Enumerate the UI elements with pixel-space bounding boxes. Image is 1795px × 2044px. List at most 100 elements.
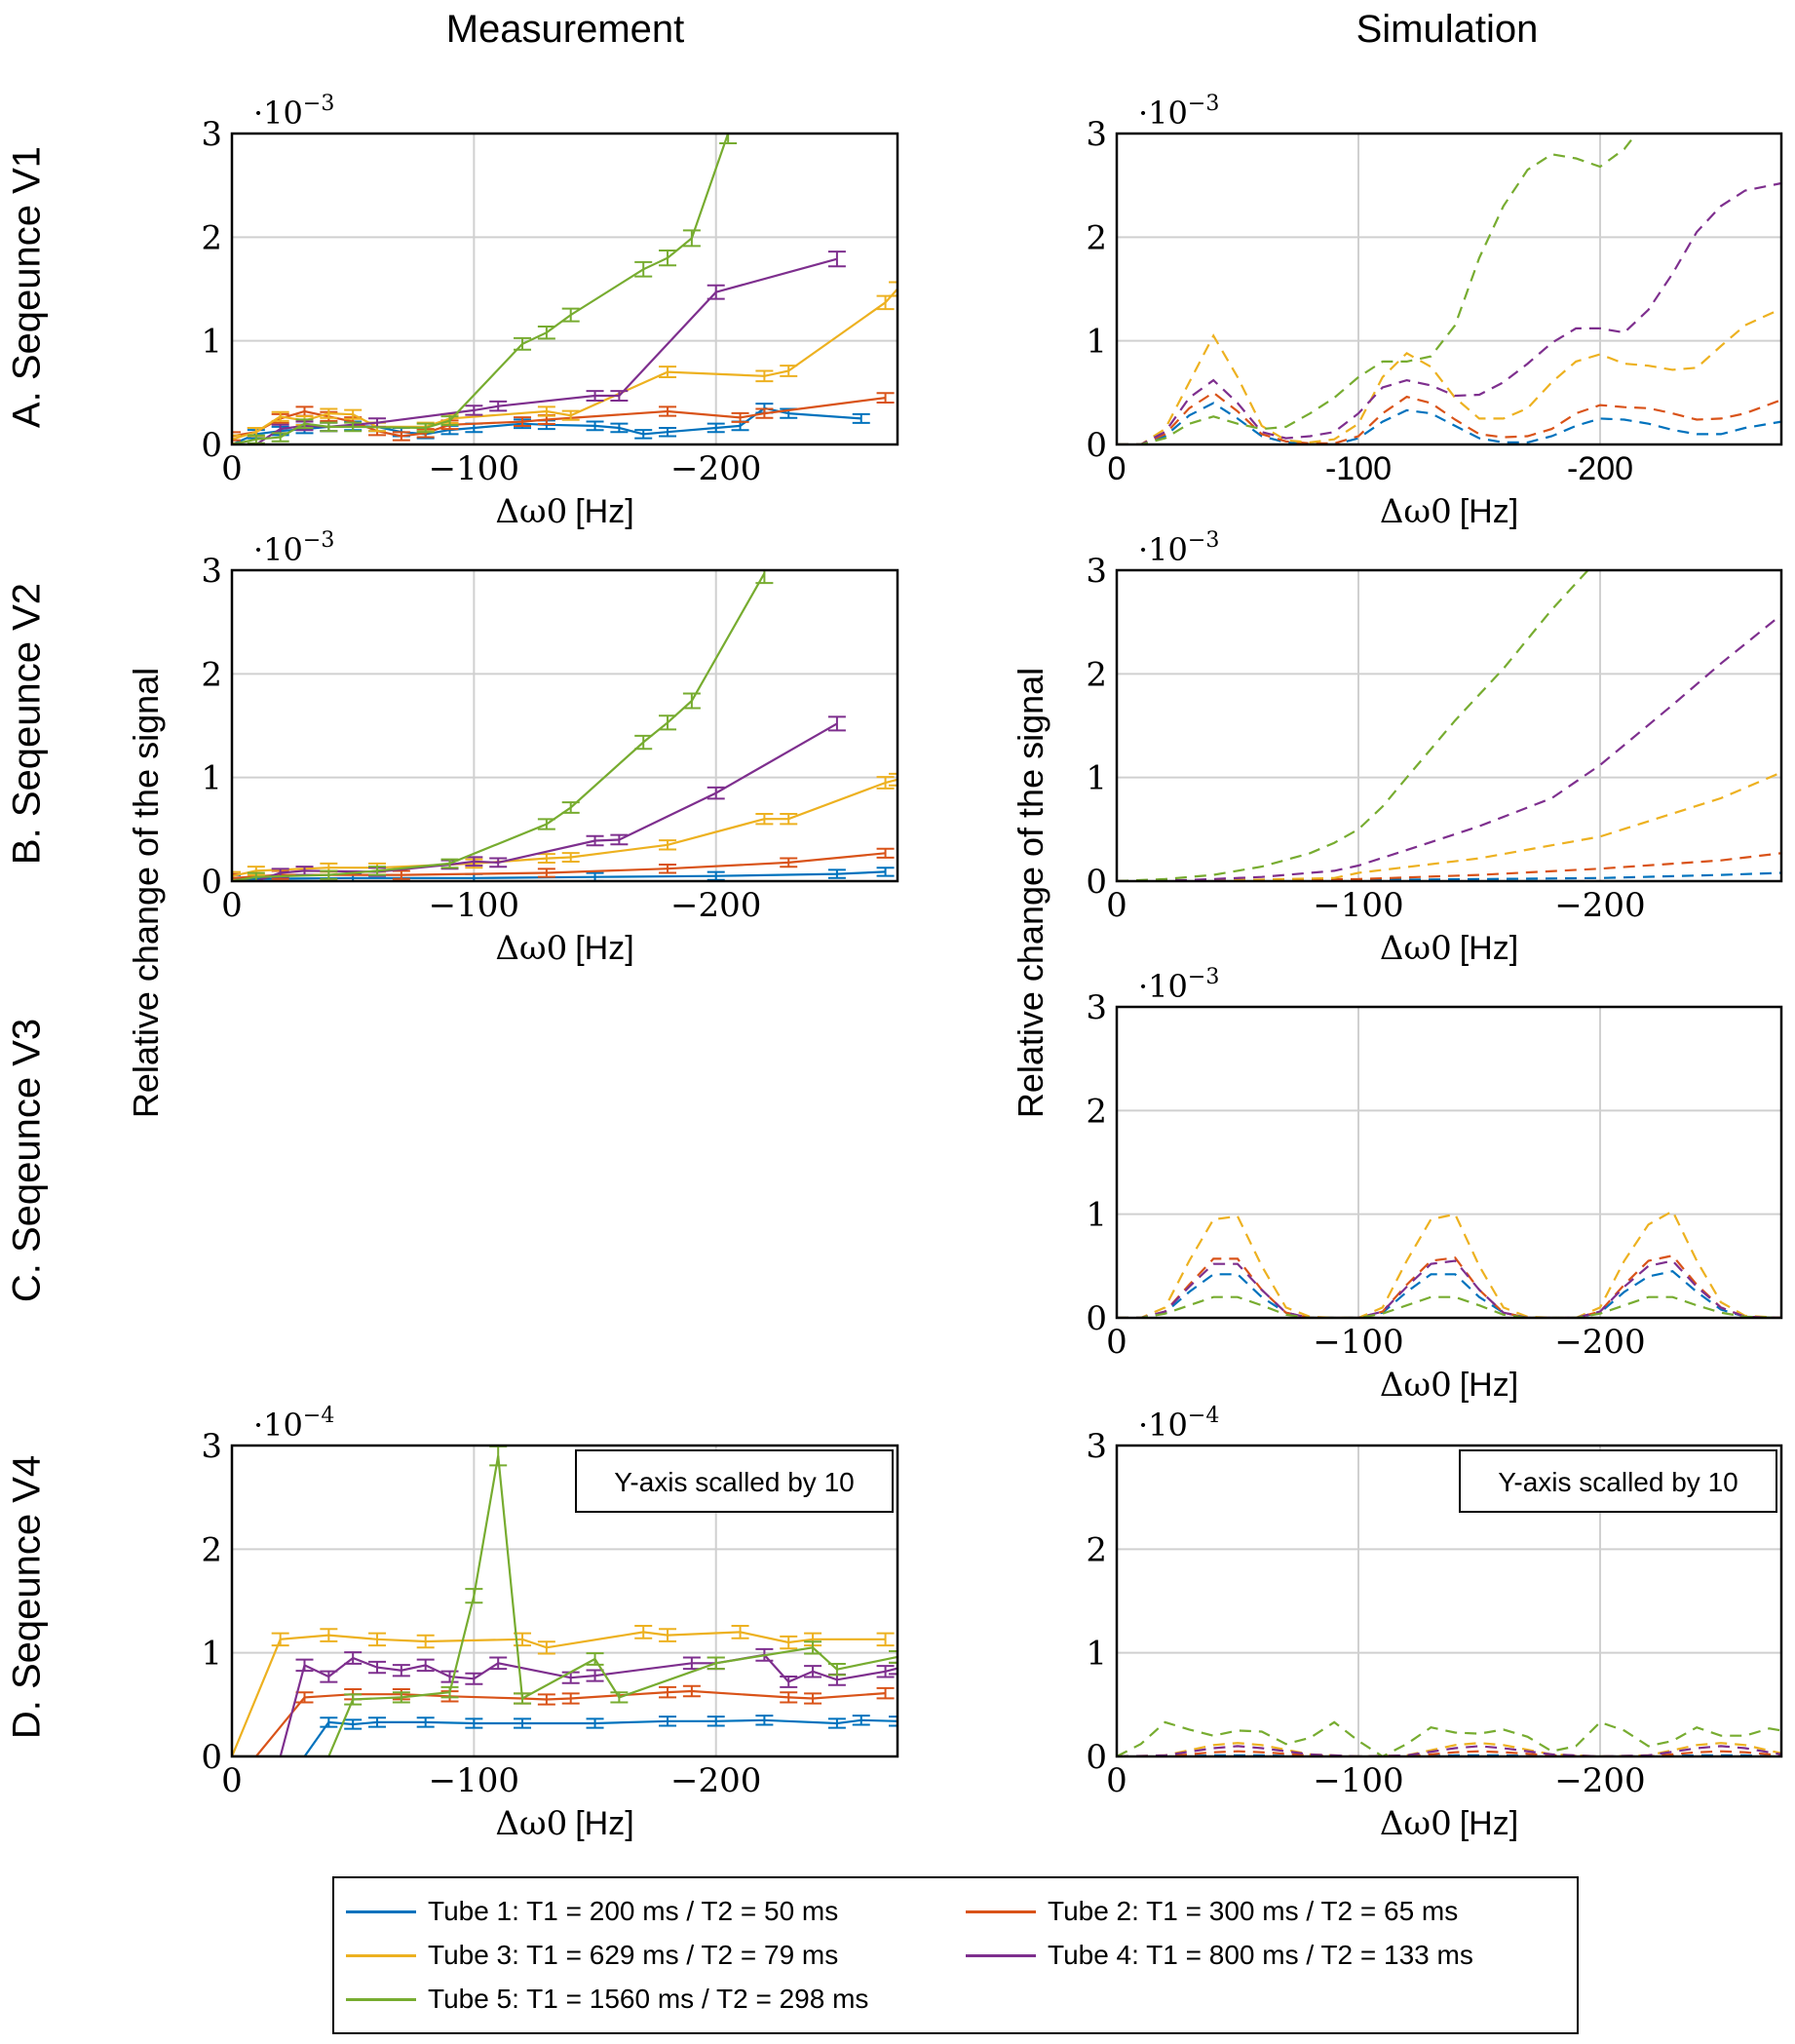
- series-line-tube-1: [232, 406, 861, 444]
- y-tick-label: 2: [201, 1530, 222, 1569]
- series-line-tube-3: [1117, 307, 1781, 444]
- legend-label-tube-1: Tube 1: T1 = 200 ms / T2 = 50 ms: [428, 1896, 839, 1926]
- y-tick-label: 2: [1086, 1092, 1107, 1131]
- x-axis-unit: [Hz]: [1460, 493, 1518, 530]
- x-tick-label: 0: [221, 1761, 243, 1800]
- legend: Tube 1: T1 = 200 ms / T2 = 50 ms Tube 2:…: [332, 1876, 1579, 2034]
- x-axis-label: Δω0 [Hz]: [1380, 1804, 1518, 1843]
- x-tick-label: −100: [429, 1761, 519, 1800]
- x-tick-label: −200: [1554, 1761, 1645, 1800]
- series-line-tube-3: [232, 778, 898, 877]
- plot-frame: [1115, 1444, 1783, 1758]
- y-tick-label: 0: [1086, 1738, 1107, 1777]
- y-tick-label: 1: [201, 1635, 222, 1674]
- x-tick-label: −200: [670, 1761, 761, 1800]
- series-group: [1117, 134, 1781, 444]
- panel-C-simulation: 0 1 2 3 0 −100 −200 ·10−3 Δω0 [Hz]: [1086, 965, 1783, 1405]
- x-tick-label: -200: [1567, 450, 1633, 487]
- x-axis-label: Δω0 [Hz]: [495, 1804, 633, 1843]
- series-line-tube-5: [232, 134, 730, 444]
- series-line-tube-4: [1117, 1745, 1781, 1756]
- series-group: [1117, 1209, 1781, 1318]
- series-line-tube-2: [1117, 1253, 1781, 1318]
- series-line-tube-2: [1117, 391, 1781, 444]
- x-axis-label: Δω0 [Hz]: [495, 929, 633, 968]
- plot-frame: [230, 1444, 899, 1758]
- legend-label-tube-5: Tube 5: T1 = 1560 ms / T2 = 298 ms: [428, 1984, 869, 2014]
- x-axis-label: Δω0 [Hz]: [1380, 492, 1518, 531]
- column-title-simulation: Simulation: [1356, 8, 1539, 51]
- x-axis-label: Δω0 [Hz]: [1380, 1366, 1518, 1405]
- series-line-tube-4: [1117, 181, 1781, 444]
- y-tick-label: 2: [1086, 218, 1107, 257]
- annotation-text: Y-axis scalled by 10: [1498, 1467, 1738, 1497]
- y-multiplier-exponent: −3: [1188, 92, 1219, 116]
- y-multiplier-exponent: −3: [303, 92, 334, 116]
- series-line-tube-3: [232, 288, 898, 441]
- panel-A-measurement: 0 1 2 3 0 −100 −200 ·10−3 Δω0 [Hz]: [201, 92, 899, 531]
- series-line-tube-4: [1117, 613, 1781, 881]
- y-tick-label: 1: [201, 759, 222, 798]
- x-tick-label: −200: [670, 886, 761, 925]
- annotation-box: [1459, 1449, 1777, 1513]
- plot-frame: [230, 568, 899, 883]
- legend-label-tube-3: Tube 3: T1 = 629 ms / T2 = 79 ms: [428, 1940, 839, 1970]
- series-group: [232, 134, 898, 444]
- series-group: [232, 570, 898, 881]
- series-line-tube-3: [1117, 1742, 1781, 1756]
- y-tick-label: 1: [1086, 759, 1107, 798]
- x-axis-unit: [Hz]: [575, 493, 633, 530]
- x-tick-label: −200: [1554, 1323, 1645, 1362]
- x-axis-unit: [Hz]: [1460, 1367, 1518, 1404]
- series-line-tube-2: [232, 1689, 886, 1756]
- x-tick-label: 0: [221, 886, 243, 925]
- series-group: [232, 1446, 898, 1756]
- series-group: [1117, 1720, 1781, 1756]
- y-tick-label: 0: [1086, 426, 1107, 465]
- x-axis-unit: [Hz]: [1460, 1805, 1518, 1842]
- plot-frame: [230, 132, 899, 446]
- x-axis-unit: [Hz]: [575, 930, 633, 967]
- x-tick-label: −200: [670, 449, 761, 488]
- series-line-tube-5: [232, 572, 766, 881]
- y-tick-label: 3: [1086, 552, 1107, 591]
- y-multiplier-exponent: −4: [303, 1404, 334, 1428]
- y-multiplier-exponent: −3: [303, 528, 334, 553]
- series-line-tube-1: [1117, 871, 1781, 881]
- series-line-tube-4: [232, 722, 838, 881]
- x-axis-unit: [Hz]: [1460, 930, 1518, 967]
- legend-swatch-tube-2: [966, 1909, 1036, 1913]
- legend-item-tube-2: Tube 2: T1 = 300 ms / T2 = 65 ms: [966, 1895, 1458, 1928]
- y-tick-label: 2: [1086, 655, 1107, 694]
- y-tick-label: 1: [1086, 323, 1107, 362]
- series-line-tube-5: [1117, 134, 1638, 444]
- series-line-tube-4: [232, 1653, 898, 1756]
- y-tick-label: 3: [201, 1427, 222, 1466]
- series-line-tube-3: [1117, 1209, 1781, 1318]
- legend-item-tube-3: Tube 3: T1 = 629 ms / T2 = 79 ms: [346, 1939, 838, 1972]
- y-multiplier: ·10−3: [253, 92, 334, 132]
- panel-A-simulation: 0 1 2 3 0 -100 -200 ·10−3 Δω0 [Hz]: [1086, 92, 1783, 531]
- y-tick-label: 3: [201, 552, 222, 591]
- panel-D-measurement: 0 1 2 3 0 −100 −200 ·10−4 Δω0 [Hz] Y-axis scalled …: [201, 1404, 899, 1843]
- legend-swatch-tube-3: [346, 1953, 416, 1957]
- series-line-tube-5: [1117, 1295, 1781, 1318]
- y-tick-label: 3: [1086, 1427, 1107, 1466]
- x-tick-label: 0: [1106, 1761, 1127, 1800]
- x-tick-label: −100: [1313, 1323, 1403, 1362]
- series-line-tube-2: [232, 397, 886, 438]
- plot-frame: [1115, 1005, 1783, 1320]
- legend-swatch-tube-1: [346, 1909, 416, 1913]
- panel-B-simulation: 0 1 2 3 0 −100 −200 ·10−3 Δω0 [Hz]: [1086, 528, 1783, 968]
- series-group: [1117, 570, 1781, 881]
- y-multiplier: ·10−3: [253, 528, 334, 568]
- y-multiplier-exponent: −3: [1188, 965, 1219, 989]
- y-tick-label: 1: [201, 323, 222, 362]
- x-tick-label: 0: [1106, 1323, 1127, 1362]
- y-tick-label: 1: [1086, 1196, 1107, 1235]
- series-line-tube-5: [1117, 570, 1589, 881]
- y-multiplier: ·10−4: [253, 1404, 334, 1444]
- legend-label-tube-2: Tube 2: T1 = 300 ms / T2 = 65 ms: [1048, 1896, 1459, 1926]
- x-axis-label: Δω0 [Hz]: [495, 492, 633, 531]
- series-line-tube-3: [1117, 771, 1781, 881]
